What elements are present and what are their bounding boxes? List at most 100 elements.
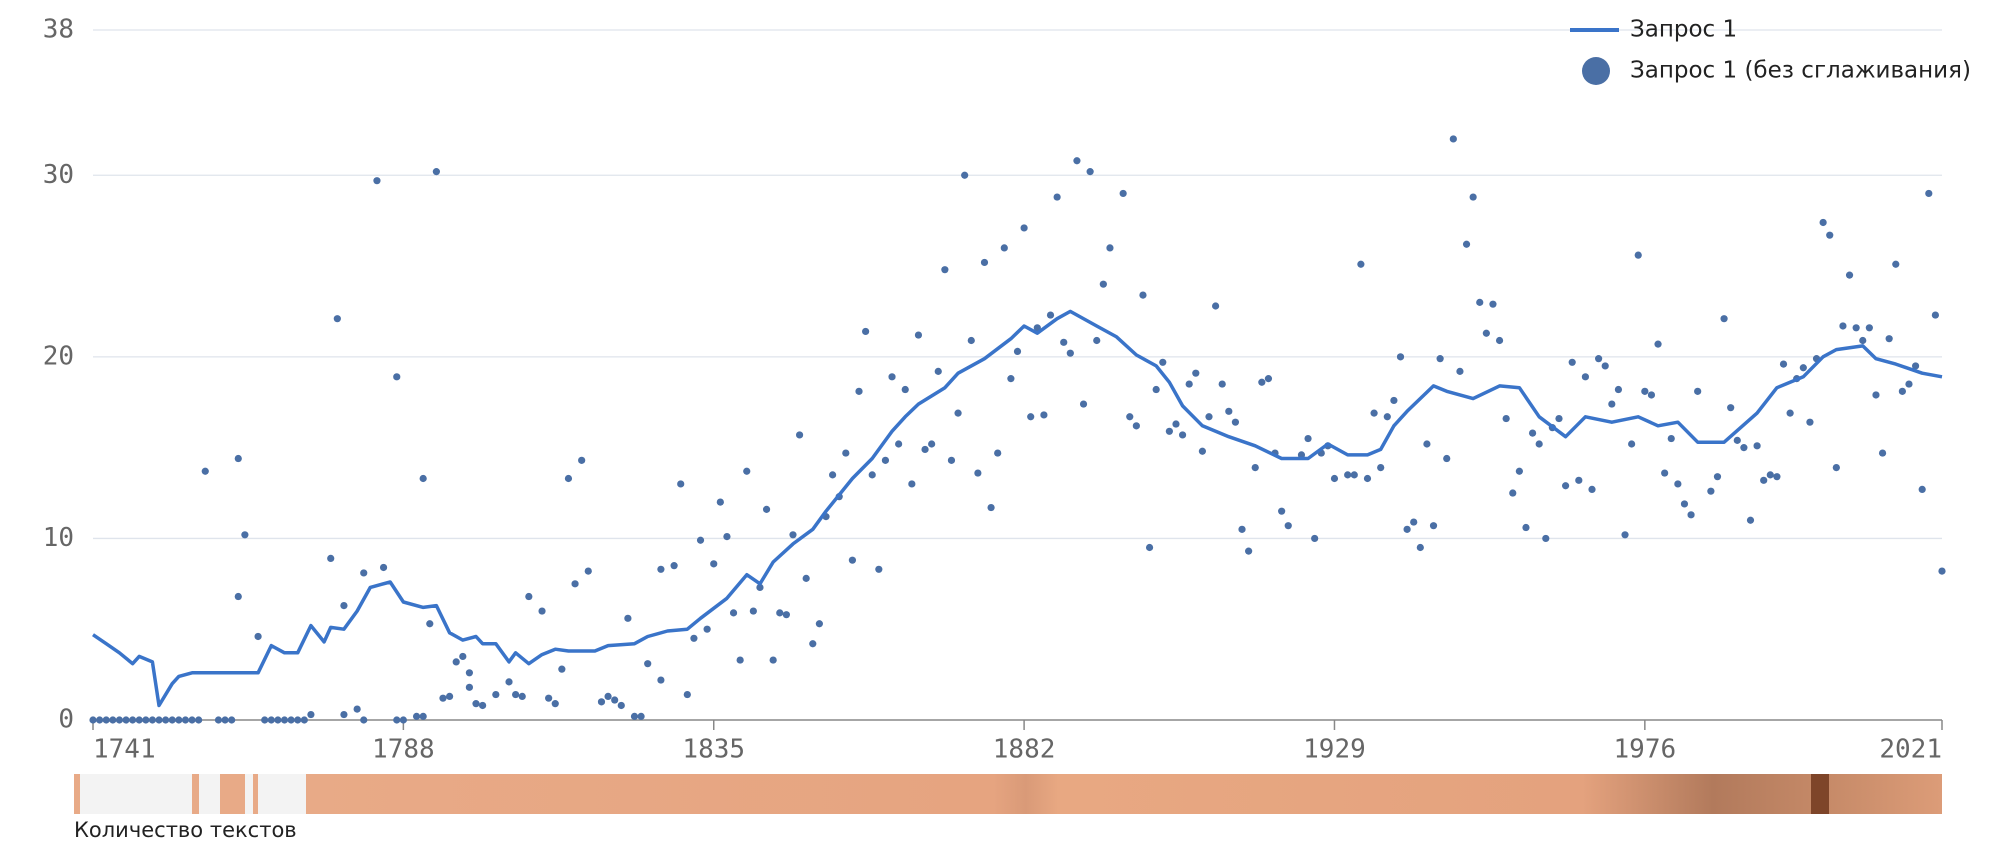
data-point [360,716,368,724]
data-point [1522,523,1530,532]
data-point [1634,251,1642,259]
data-point [1628,440,1636,448]
data-point [1661,469,1669,477]
data-point [723,533,731,541]
data-point [630,712,639,720]
data-point [294,716,302,724]
data-point [1753,442,1761,450]
data-point [1773,473,1781,481]
data-point [921,445,929,454]
data-point [571,580,579,588]
data-point [564,474,573,483]
data-point [1918,485,1926,493]
data-point [241,531,249,539]
data-point [300,716,308,724]
data-point [776,609,784,617]
data-point [1495,336,1504,345]
data-point [1132,422,1140,430]
data-point [465,669,474,677]
data-point [1238,525,1246,533]
data-point [1192,369,1200,377]
data-point [1489,300,1497,308]
data-point [862,327,870,336]
data-point [1416,543,1424,552]
data-point [1740,444,1748,452]
data-point [452,658,460,666]
data-point [1278,507,1286,515]
data-point [512,690,520,699]
data-point [1938,567,1946,575]
data-point [782,611,790,619]
data-point [1350,471,1358,479]
data-point [1165,427,1173,435]
data-point [637,712,645,720]
data-point [168,716,176,724]
data-point [1595,355,1603,363]
data-point [340,602,348,610]
data-point [1819,218,1827,227]
data-point [545,694,553,702]
data-point [1713,473,1722,481]
y-tick-label: 10 [43,523,74,553]
data-point [1727,404,1735,412]
data-point [1218,380,1226,388]
data-point [1390,396,1398,405]
data-point [1542,534,1550,543]
data-point [188,716,196,724]
data-point [690,634,698,642]
strip-band [306,774,1942,814]
data-point [1212,302,1220,310]
data-point [941,266,949,274]
data-point [1872,391,1880,399]
y-tick-label: 38 [43,15,74,45]
data-point [1205,413,1213,421]
data-point [1476,298,1484,306]
data-point [1297,451,1306,459]
data-point [479,701,487,710]
data-point [1898,387,1906,395]
data-point [1178,431,1187,439]
data-point [1449,135,1457,143]
strip-band [1811,774,1829,814]
data-point [743,467,751,475]
data-point [327,554,335,562]
data-point [1621,531,1629,539]
data-point [419,712,427,720]
data-point [1370,409,1378,417]
data-point [1826,231,1834,239]
data-point [538,607,546,615]
data-point [657,565,665,573]
data-point [1674,480,1682,488]
data-point [769,656,777,664]
data-point [558,665,566,673]
data-point [1746,516,1755,524]
data-point [683,690,691,699]
data-point [1410,518,1418,526]
data-point [1482,329,1490,337]
data-point [1647,391,1656,399]
data-point [1403,525,1411,533]
data-point [1106,244,1114,252]
data-point [1832,464,1840,472]
data-point [1614,385,1623,394]
data-point [974,469,982,477]
data-point [195,716,203,724]
data-point [1066,349,1074,357]
strip-band [220,774,245,814]
data-point [1528,429,1537,437]
data-point [155,716,163,724]
x-tick-label: 2021 [1879,735,1942,765]
data-point [1601,362,1609,370]
data-point [148,716,157,724]
data-point [181,716,190,724]
data-point [267,716,275,724]
data-point [1852,324,1860,332]
data-point [518,692,526,700]
data-point [829,471,837,479]
data-point [1383,413,1391,421]
data-point [307,710,315,719]
data-point [1845,271,1854,279]
data-point [122,716,130,724]
